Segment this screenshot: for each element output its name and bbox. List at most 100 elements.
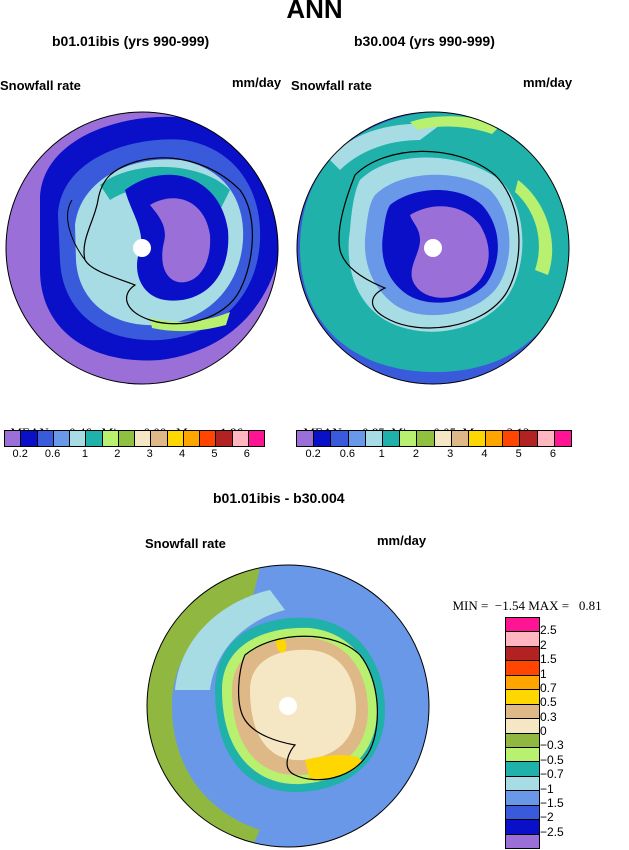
map-3-band-olive (147, 568, 260, 847)
colorbar-swatch (506, 776, 539, 792)
colorbar-swatch (200, 431, 217, 446)
map-1-band-teal (100, 166, 230, 210)
colorbar-tick-label: 5 (211, 448, 218, 460)
panel-1-units: mm/day (232, 75, 282, 90)
colorbar-swatch (248, 431, 264, 446)
colorbar-swatch (451, 431, 469, 446)
colorbar-tick-label: −0.5 (540, 752, 564, 767)
colorbar-tick-label: 1 (378, 448, 385, 460)
diff-min-value: −1.54 (494, 598, 525, 613)
diff-colorbar-ticks: 2.5 2 1.5 1 0.7 0.5 0.3 0 −0.3 −0.5 −0.7 −1 −1.5 −2 −2… (540, 617, 620, 847)
map-1-peninsula (67, 199, 86, 261)
colorbar-tick-label: 4 (179, 448, 186, 460)
panel-1-title: b01.01ibis (yrs 990-999) (52, 33, 210, 49)
map-1-border (5, 111, 279, 385)
colorbar-tick-label: 2 (114, 448, 121, 460)
colorbar-tick-label: 1 (81, 448, 88, 460)
colorbar-swatch (382, 431, 401, 446)
colorbar-swatch (183, 431, 200, 446)
colorbar-swatch (70, 431, 87, 446)
map-3-interior-cream (250, 649, 356, 761)
colorbar-tick-label: 0 (540, 724, 547, 738)
panel-2-units: mm/day (523, 75, 573, 90)
colorbar-tick-label: 1.5 (540, 652, 557, 667)
map-1 (6, 112, 278, 384)
panel-1-colorbar-ticks: 0.2 0.6 1 2 3 4 5 6 (4, 448, 263, 462)
colorbar-tick-label: 4 (481, 448, 488, 460)
colorbar-tick-label: 0.3 (540, 709, 557, 724)
panel-1-field-label: Snowfall rate (0, 78, 81, 93)
colorbar-swatch (86, 431, 103, 446)
colorbar-tick-label: −0.3 (540, 738, 564, 753)
map-2-band-green-top (410, 116, 500, 134)
colorbar-tick-label: 2.5 (540, 623, 557, 638)
colorbar-swatch (537, 431, 555, 446)
colorbar-tick-label: −2.5 (540, 824, 564, 839)
map-3-coastline (237, 635, 378, 781)
colorbar-tick-label: −1.5 (540, 795, 564, 810)
colorbar-tick-label: 0.6 (44, 448, 61, 460)
colorbar-swatch (506, 632, 539, 647)
colorbar-swatch (417, 431, 435, 446)
colorbar-tick-label: 0.7 (540, 680, 557, 695)
colorbar-swatch (232, 431, 249, 446)
colorbar-swatch (216, 431, 233, 446)
map-3-band-yellow (305, 755, 362, 780)
diff-max-value: 0.81 (578, 598, 602, 613)
colorbar-tick-label: −1 (540, 781, 554, 796)
colorbar-swatch (506, 719, 539, 734)
colorbar-tick-label: 6 (549, 448, 556, 460)
diff-title: b01.01ibis - b30.004 (213, 490, 345, 506)
colorbar-swatch (37, 431, 54, 446)
colorbar-swatch (506, 762, 539, 777)
colorbar-swatch (486, 431, 504, 446)
colorbar-swatch (314, 431, 332, 446)
map-2-band-light (330, 123, 440, 170)
panel-2-colorbar (296, 430, 572, 447)
colorbar-swatch (21, 431, 38, 446)
map-2-interior-low (410, 206, 489, 298)
colorbar-tick-label: 3 (447, 448, 454, 460)
colorbar-swatch (506, 646, 539, 662)
colorbar-tick-label: 5 (515, 448, 522, 460)
colorbar-swatch (297, 431, 315, 446)
map-1-interior-low (150, 198, 211, 283)
map-1-coastline (83, 157, 253, 325)
colorbar-swatch (506, 690, 539, 705)
colorbar-swatch (468, 431, 487, 446)
colorbar-swatch (520, 431, 538, 446)
map-3-spot-yellow (276, 638, 287, 653)
colorbar-swatch (348, 431, 366, 446)
colorbar-tick-label: 6 (243, 448, 250, 460)
diff-min-label: MIN = (452, 598, 489, 613)
colorbar-swatch (118, 431, 135, 446)
colorbar-swatch (506, 618, 539, 633)
panel-1-colorbar (4, 430, 265, 447)
map-2-pole-marker (424, 239, 442, 257)
page-title: ANN (286, 0, 343, 24)
diff-minmax: MIN = −1.54 MAX = 0.81 (446, 582, 602, 614)
map-3-band-light (175, 590, 285, 690)
colorbar-tick-label: 0.2 (305, 448, 321, 460)
colorbar-swatch (506, 704, 539, 720)
colorbar-swatch (506, 675, 539, 691)
colorbar-swatch (503, 431, 521, 446)
colorbar-swatch (331, 431, 349, 446)
map-3-pole-marker (279, 697, 297, 715)
panel-2-field-label: Snowfall rate (291, 78, 372, 93)
panel-2-colorbar-ticks: 0.2 0.6 1 2 3 4 5 6 (296, 448, 570, 462)
map-2-coastline (338, 150, 520, 329)
colorbar-tick-label: −0.7 (540, 767, 564, 782)
colorbar-swatch (506, 791, 539, 806)
colorbar-tick-label: 0.5 (540, 695, 557, 710)
colorbar-swatch (167, 431, 184, 446)
colorbar-swatch (400, 431, 418, 446)
map-1-band-green (150, 312, 230, 332)
colorbar-swatch (434, 431, 452, 446)
colorbar-swatch (53, 431, 70, 446)
map-2-band-green-right (515, 180, 553, 275)
colorbar-tick-label: −2 (540, 810, 554, 825)
colorbar-swatch (506, 747, 539, 763)
colorbar-tick-label: 2 (412, 448, 419, 460)
colorbar-swatch (5, 431, 22, 446)
